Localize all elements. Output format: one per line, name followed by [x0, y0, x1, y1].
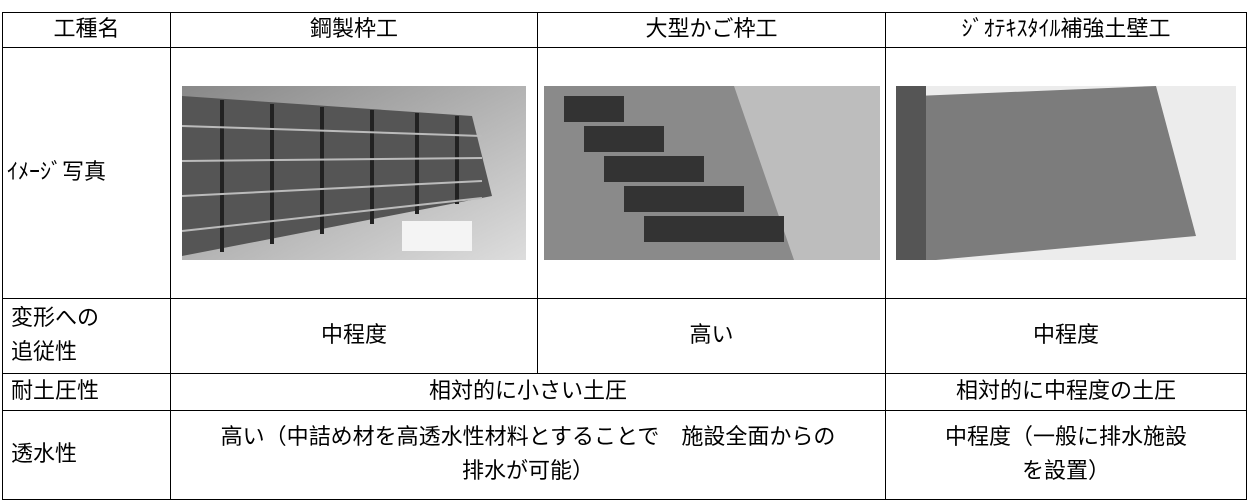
cell: 相対的に小さい土圧 [170, 373, 886, 411]
cell: 中程度 [885, 298, 1247, 374]
cell: 中程度（一般に排水施設を設置） [885, 410, 1247, 500]
row-label: ｲﾒｰｼﾞ写真 [2, 47, 171, 299]
photo [543, 86, 880, 260]
photo [896, 86, 1236, 260]
header-cell: 鋼製枠工 [170, 12, 538, 48]
header-row: 工種名 鋼製枠工 大型かご枠工 ｼﾞｵﾃｷｽﾀｲﾙ補強土壁工 [2, 12, 1247, 48]
data-row: 変形への 追従性 中程度 高い 中程度 [2, 298, 1247, 374]
cell: 相対的に中程度の土圧 [885, 373, 1247, 411]
row-label: 透水性 [2, 410, 171, 500]
header-cell: ｼﾞｵﾃｷｽﾀｲﾙ補強土壁工 [885, 12, 1247, 48]
cell: 中程度 [170, 298, 538, 374]
comparison-table: 工種名 鋼製枠工 大型かご枠工 ｼﾞｵﾃｷｽﾀｲﾙ補強土壁工 ｲﾒｰｼﾞ写真 [2, 12, 1247, 500]
cell: 高い（中詰め材を高透水性材料とすることで 施設全面からの排水が可能） [170, 410, 886, 500]
row-label: 変形への 追従性 [2, 298, 171, 374]
photo-cell [170, 47, 538, 299]
image-row: ｲﾒｰｼﾞ写真 [2, 47, 1247, 299]
photo-cell [885, 47, 1247, 299]
header-cell: 工種名 [2, 12, 171, 48]
header-cell: 大型かご枠工 [537, 12, 886, 48]
row-label: 耐土圧性 [2, 373, 171, 411]
cell: 高い [537, 298, 886, 374]
data-row: 耐土圧性 相対的に小さい土圧 相対的に中程度の土圧 [2, 373, 1247, 411]
photo-cell [537, 47, 886, 299]
data-row: 透水性 高い（中詰め材を高透水性材料とすることで 施設全面からの排水が可能） 中… [2, 410, 1247, 500]
page: 工種名 鋼製枠工 大型かご枠工 ｼﾞｵﾃｷｽﾀｲﾙ補強土壁工 ｲﾒｰｼﾞ写真 [2, 12, 1247, 500]
photo [182, 86, 526, 260]
